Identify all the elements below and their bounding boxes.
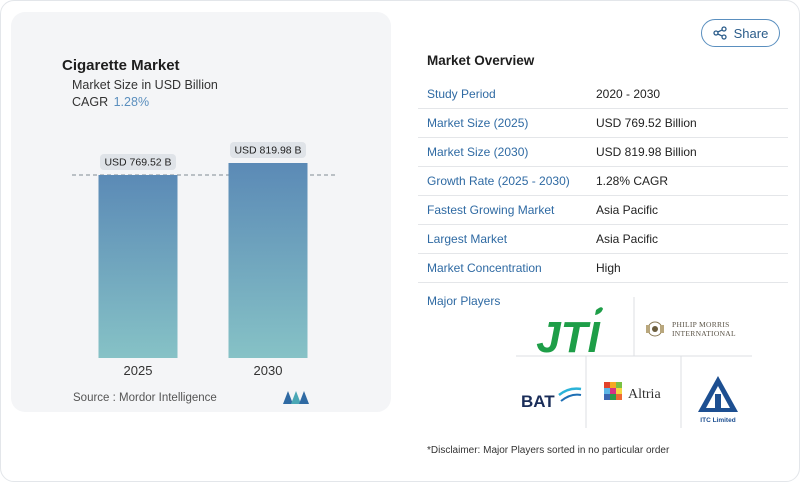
share-label: Share <box>733 25 769 41</box>
altria-logo: Altria <box>602 380 682 406</box>
overview-value: USD 819.98 Billion <box>596 145 697 159</box>
overview-key: Growth Rate (2025 - 2030) <box>427 174 570 188</box>
major-players-label: Major Players <box>427 294 501 308</box>
overview-value: High <box>596 261 621 275</box>
pmi-line2: INTERNATIONAL <box>672 329 736 338</box>
overview-key: Study Period <box>427 87 496 101</box>
overview-key: Market Size (2030) <box>427 145 529 159</box>
cagr-row: CAGR 1.28% <box>72 95 149 109</box>
itc-text: ITC Limited <box>700 417 735 424</box>
bat-logo: BAT <box>519 385 583 411</box>
overview-value: 2020 - 2030 <box>596 87 661 101</box>
cagr-value: 1.28% <box>113 95 150 109</box>
chart-title: Cigarette Market <box>62 57 180 74</box>
altria-mosaic-icon: Altria <box>604 382 661 402</box>
chart-card <box>11 12 391 412</box>
jti-logo-icon: JTI <box>536 307 603 362</box>
philip-morris-logo: PHILIP MORRIS INTERNATIONAL <box>643 316 753 342</box>
mordor-logo-icon <box>283 391 309 404</box>
bat-logo-icon: BAT <box>521 387 582 411</box>
overview-row: Largest Market Asia Pacific <box>418 225 788 254</box>
itc-logo-icon: ITC Limited <box>698 376 738 424</box>
overview-value: 1.28% CAGR <box>596 174 669 188</box>
source-note: Source : Mordor Intelligence <box>73 392 217 404</box>
bat-text: BAT <box>521 392 555 411</box>
overview-row: Study Period 2020 - 2030 <box>418 80 788 109</box>
chart-subtitle: Market Size in USD Billion <box>72 78 218 92</box>
overview-value: USD 769.52 Billion <box>596 116 697 130</box>
overview-row: Market Concentration High <box>418 254 788 283</box>
overview-key: Market Size (2025) <box>427 116 529 130</box>
cagr-label: CAGR <box>72 95 109 109</box>
jti-logo: JTI <box>532 305 604 362</box>
overview-title: Market Overview <box>427 53 535 68</box>
overview-row: Growth Rate (2025 - 2030) 1.28% CAGR <box>418 167 788 196</box>
overview-value: Asia Pacific <box>596 232 659 246</box>
overview-row: Market Size (2030) USD 819.98 Billion <box>418 138 788 167</box>
share-button[interactable]: Share <box>701 19 780 47</box>
overview-value: Asia Pacific <box>596 203 659 217</box>
disclaimer: *Disclaimer: Major Players sorted in no … <box>427 445 670 456</box>
itc-logo: ITC Limited <box>692 372 744 426</box>
overview-row: Fastest Growing Market Asia Pacific <box>418 196 788 225</box>
overview-key: Largest Market <box>427 232 508 246</box>
pmi-crest-icon: PHILIP MORRIS INTERNATIONAL <box>646 320 736 338</box>
altria-text: Altria <box>628 387 661 402</box>
overview-key: Market Concentration <box>427 261 542 275</box>
overview-key: Fastest Growing Market <box>427 203 555 217</box>
jti-text: JTI <box>536 313 600 359</box>
share-icon <box>712 26 727 40</box>
pmi-line1: PHILIP MORRIS <box>672 320 730 329</box>
overview-row: Market Size (2025) USD 769.52 Billion <box>418 109 788 138</box>
